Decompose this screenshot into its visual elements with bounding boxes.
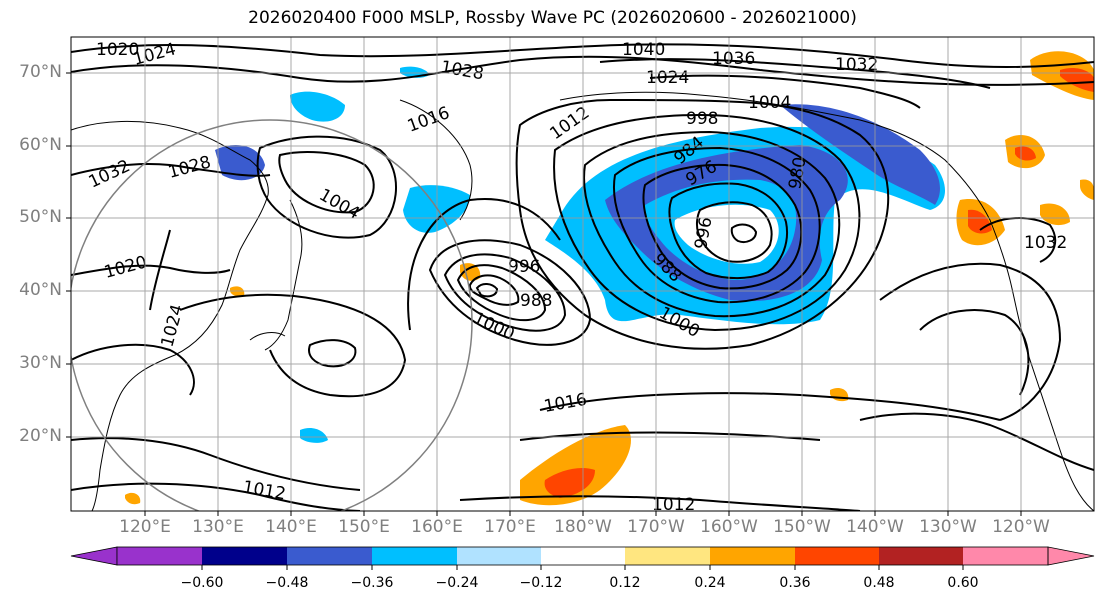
isobar-label: 996 [508, 257, 540, 277]
colorbar-segment [795, 547, 879, 565]
isobars [71, 43, 1094, 511]
reference-circle [71, 119, 473, 511]
lon-label: 160°W [700, 517, 758, 537]
isobar-label: 1024 [646, 68, 689, 88]
colorbar-ticks [201, 565, 964, 570]
negative-pc-shading [215, 66, 946, 443]
colorbar-segment [879, 547, 963, 565]
lon-label: 170°W [627, 517, 685, 537]
colorbar-segment [457, 547, 541, 565]
lon-label: 140°W [846, 517, 904, 537]
colorbar-segment [202, 547, 287, 565]
lon-label: 120°E [119, 517, 171, 537]
axis-ticks [66, 72, 1022, 516]
lon-label: 120°W [992, 517, 1050, 537]
lat-label: 60°N [19, 135, 62, 155]
isobar-label: 1040 [622, 40, 665, 60]
isobar-label: 1004 [748, 93, 791, 113]
lat-label: 50°N [19, 207, 62, 227]
lat-label: 20°N [19, 426, 62, 446]
lon-label: 150°E [338, 517, 390, 537]
colorbar-tick-label: −0.36 [350, 575, 394, 591]
colorbar-tick-label: 0.24 [694, 575, 726, 591]
lon-label: 160°E [411, 517, 463, 537]
colorbar-tick-label: −0.48 [265, 575, 309, 591]
colorbar-segment [287, 547, 372, 565]
isobar-label: 1012 [652, 495, 695, 515]
colorbar-frame [116, 546, 1049, 566]
isobar-label: 988 [520, 291, 552, 311]
isobar-label: 1032 [835, 55, 878, 75]
isobar-label: 1032 [1024, 233, 1067, 253]
isobar-label: 1020 [96, 40, 139, 60]
colorbar-tick-label: 0.12 [609, 575, 641, 591]
map-field: 1020 1024 1028 1040 1036 1032 1024 1004 … [71, 37, 1094, 515]
colorbar-segment [117, 547, 202, 565]
colorbar-segment [372, 547, 457, 565]
colorbar-tick-label: −0.60 [180, 575, 224, 591]
lon-label: 130°E [192, 517, 244, 537]
gridlines [71, 37, 1094, 511]
positive-pc-shading [125, 51, 1094, 506]
colorbar-tick-label: 0.60 [947, 575, 979, 591]
lon-label: 180°W [554, 517, 612, 537]
coastlines [71, 91, 1094, 511]
isobar-label: 1036 [712, 49, 755, 69]
lon-label: 170°E [484, 517, 536, 537]
lat-label: 40°N [19, 280, 62, 300]
colorbar-segment [1047, 546, 1095, 566]
lat-label: 70°N [19, 62, 62, 82]
lon-label: 150°W [773, 517, 831, 537]
colorbar-tick-label: 0.36 [779, 575, 811, 591]
lon-label: 130°W [919, 517, 977, 537]
colorbar-tick-label: −0.24 [435, 575, 479, 591]
map-title: 2026020400 F000 MSLP, Rossby Wave PC (20… [248, 8, 857, 28]
lat-label: 30°N [19, 353, 62, 373]
colorbar-segment [625, 547, 710, 565]
isobar-label: 998 [686, 109, 718, 129]
colorbar-segment [541, 547, 625, 565]
lon-label: 140°E [265, 517, 317, 537]
colorbar-segment [710, 547, 795, 565]
colorbar-tick-label: 0.48 [863, 575, 895, 591]
colorbar-segment [963, 547, 1048, 565]
colorbar-segment [70, 546, 118, 566]
colorbar [70, 546, 1095, 570]
colorbar-tick-label: −0.12 [519, 575, 563, 591]
